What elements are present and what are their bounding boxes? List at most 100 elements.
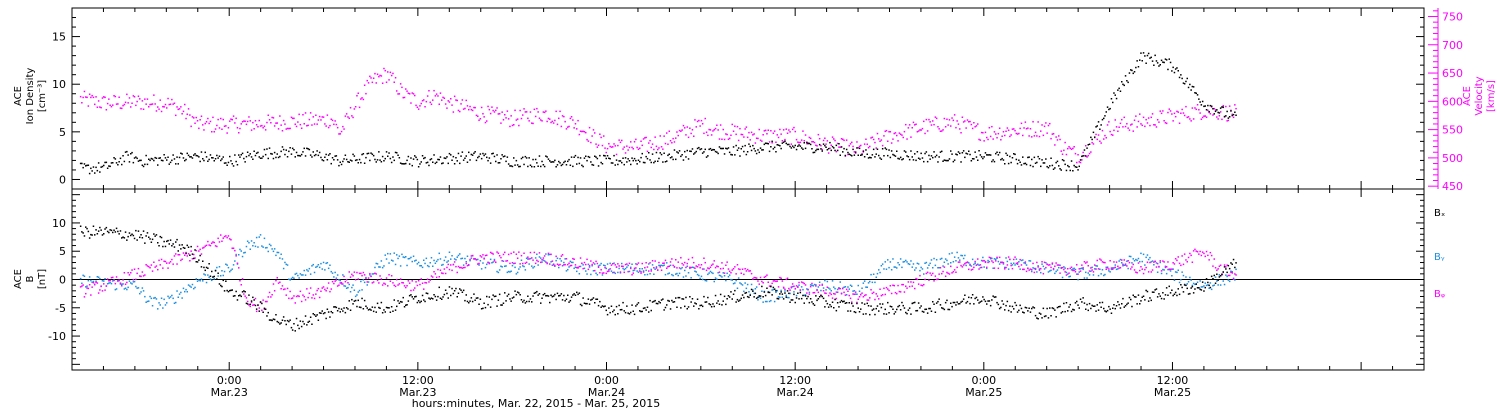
bx-point (1113, 304, 1115, 306)
by-point (347, 286, 349, 289)
density-point (786, 143, 789, 146)
velocity-point (648, 142, 650, 144)
velocity-point (869, 145, 871, 148)
density-point (843, 147, 845, 150)
bz-point (1009, 258, 1011, 261)
x-axis-label: hours:minutes, Mar. 22, 2015 - Mar. 25, … (412, 397, 661, 410)
density-point (473, 152, 475, 154)
by-point (802, 288, 804, 291)
bz-point (939, 267, 942, 269)
bx-point (635, 305, 637, 307)
velocity-point (163, 106, 165, 108)
bz-point (295, 295, 298, 298)
by-point (663, 264, 665, 266)
density-point (1077, 169, 1079, 171)
density-point (1167, 68, 1169, 71)
by-point (899, 258, 902, 260)
bx-point (523, 299, 525, 302)
bx-point (556, 292, 559, 295)
velocity-point (244, 120, 246, 122)
velocity-point (113, 95, 115, 97)
bz-point (637, 262, 640, 264)
velocity-point (424, 106, 426, 108)
density-point (500, 158, 502, 160)
bx-point (714, 294, 717, 297)
density-point (572, 165, 574, 168)
bz-point (686, 262, 688, 265)
bx-point (394, 309, 397, 311)
by-point (333, 276, 335, 278)
velocity-point (1092, 143, 1095, 145)
bx-point (1043, 315, 1046, 318)
bz-point (86, 287, 88, 289)
velocity-point (1232, 116, 1235, 119)
bx-point (1205, 278, 1208, 280)
density-point (239, 156, 241, 158)
by-point (923, 273, 925, 275)
bz-point (731, 269, 733, 271)
velocity-point (290, 116, 293, 119)
bz-point (438, 276, 440, 278)
bx-point (482, 307, 484, 310)
by-point (316, 265, 318, 268)
bz-point (563, 264, 565, 266)
density-point (338, 164, 340, 167)
by-point (1140, 252, 1142, 255)
by-point (172, 297, 174, 300)
density-point (744, 144, 746, 147)
bx-point (574, 294, 577, 296)
bx-point (830, 305, 832, 308)
velocity-point (1151, 113, 1154, 115)
bx-point (861, 302, 863, 304)
bx-point (320, 312, 322, 314)
velocity-tick-label: 650 (1442, 67, 1463, 80)
bz-point (988, 256, 991, 259)
by-point (1016, 263, 1019, 265)
by-point (707, 273, 709, 276)
by-point (1040, 271, 1042, 274)
bx-point (241, 291, 244, 293)
bz-point (420, 278, 422, 280)
density-point (1124, 75, 1127, 77)
velocity-point (1189, 118, 1191, 120)
by-point (394, 263, 397, 266)
by-point (419, 265, 421, 267)
bz-point (782, 286, 785, 289)
density-point (969, 153, 971, 156)
x-tick-time-label: 12:00 (402, 374, 434, 387)
by-point (267, 250, 269, 253)
density-point (728, 151, 731, 154)
velocity-point (136, 100, 138, 103)
bx-point (1142, 295, 1145, 297)
bx-point (281, 319, 284, 321)
velocity-point (507, 118, 510, 120)
bx-point (608, 307, 610, 309)
density-point (667, 154, 669, 157)
bz-point (1132, 263, 1134, 266)
by-point (869, 280, 871, 283)
by-point (955, 260, 957, 262)
density-point (245, 155, 248, 158)
bx-point (784, 292, 786, 294)
velocity-point (723, 138, 726, 141)
velocity-point (988, 127, 991, 129)
velocity-point (1182, 112, 1185, 114)
velocity-point (1064, 141, 1066, 144)
by-point (749, 293, 751, 296)
density-point (367, 152, 370, 155)
by-point (393, 252, 395, 254)
bx-point (198, 259, 200, 261)
bx-point (307, 321, 309, 323)
velocity-point (484, 121, 487, 124)
density-point (603, 154, 605, 157)
velocity-point (505, 117, 507, 119)
by-point (740, 283, 742, 285)
bz-point (243, 293, 245, 295)
density-point (270, 152, 272, 155)
bx-point (894, 311, 897, 313)
bx-point (1171, 289, 1173, 291)
bx-point (1112, 307, 1114, 309)
velocity-point (128, 97, 131, 99)
bx-point (1000, 306, 1002, 309)
bz-point (833, 292, 835, 295)
